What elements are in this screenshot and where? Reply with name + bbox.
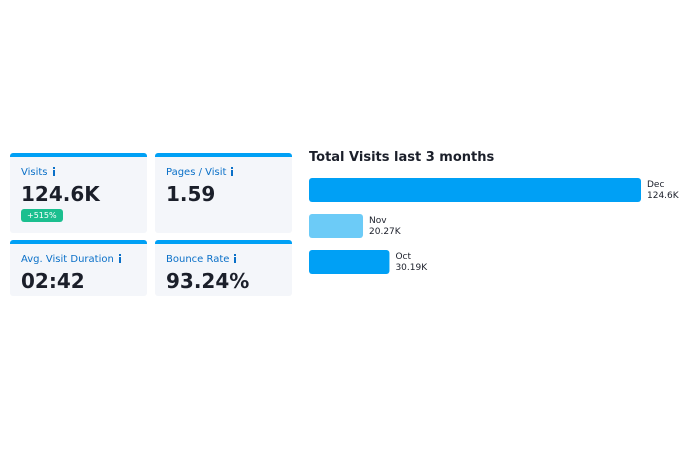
category-label: Dec: [647, 180, 664, 190]
metric-value: 124.6K: [21, 182, 100, 206]
category-label: Oct: [395, 252, 411, 262]
change-badge: +515%: [21, 209, 63, 222]
metric-card: Avg. Visit Duration 02:42: [10, 240, 147, 296]
chart-title: Total Visits last 3 months: [309, 150, 494, 165]
info-icon[interactable]: [232, 254, 238, 263]
info-icon[interactable]: [51, 167, 57, 176]
value-label: 20.27K: [369, 227, 402, 237]
metric-label-row: Bounce Rate: [166, 254, 238, 265]
metric-label: Pages / Visit: [166, 167, 227, 178]
metric-label: Visits: [21, 167, 48, 178]
value-label: 30.19K: [395, 263, 428, 273]
metric-label-row: Avg. Visit Duration: [21, 254, 123, 265]
metric-label-row: Pages / Visit: [166, 167, 235, 178]
value-label: 124.6K: [647, 191, 680, 201]
info-icon[interactable]: [117, 254, 123, 263]
category-label: Nov: [369, 216, 387, 226]
bar: [309, 250, 390, 274]
metric-label-row: Visits: [21, 167, 57, 178]
bar: [309, 214, 364, 238]
metric-value: 02:42: [21, 269, 85, 293]
metric-label: Bounce Rate: [166, 254, 230, 265]
metric-label: Avg. Visit Duration: [21, 254, 114, 265]
metric-card: Visits 124.6K +515%: [10, 153, 147, 233]
bar: [309, 178, 641, 202]
metric-value: 93.24%: [166, 269, 250, 293]
info-icon[interactable]: [229, 167, 235, 176]
metric-value: 1.59: [166, 182, 216, 206]
metric-card: Pages / Visit 1.59: [155, 153, 292, 233]
metric-card: Bounce Rate 93.24%: [155, 240, 292, 296]
